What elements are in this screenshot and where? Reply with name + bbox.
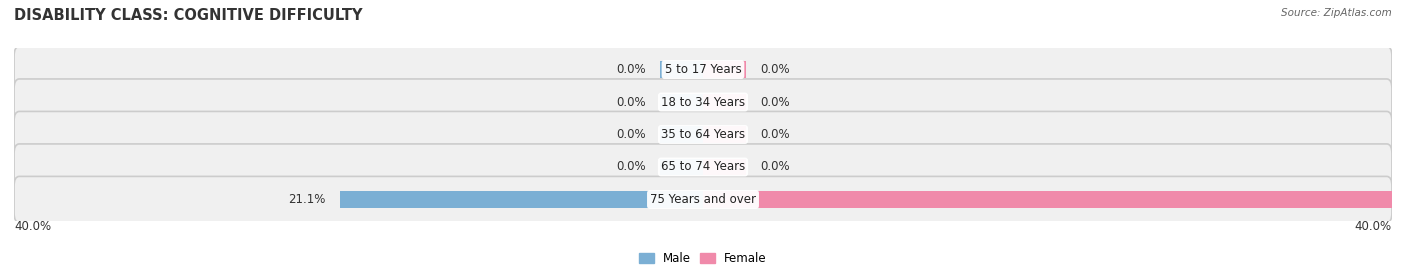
FancyBboxPatch shape (14, 111, 1392, 158)
Text: 0.0%: 0.0% (617, 128, 647, 141)
Text: 35 to 64 Years: 35 to 64 Years (661, 128, 745, 141)
Text: 0.0%: 0.0% (759, 128, 789, 141)
Bar (703, 61, 747, 78)
Text: 40.0%: 40.0% (14, 220, 51, 233)
Bar (703, 126, 747, 143)
Text: 65 to 74 Years: 65 to 74 Years (661, 161, 745, 174)
Bar (659, 61, 703, 78)
FancyBboxPatch shape (14, 79, 1392, 125)
Text: 40.0%: 40.0% (1355, 220, 1392, 233)
Text: 0.0%: 0.0% (759, 161, 789, 174)
Bar (703, 191, 1392, 208)
Text: 0.0%: 0.0% (759, 63, 789, 76)
Text: 0.0%: 0.0% (617, 95, 647, 108)
FancyBboxPatch shape (14, 47, 1392, 93)
Text: 18 to 34 Years: 18 to 34 Years (661, 95, 745, 108)
Bar (703, 94, 747, 111)
Bar (659, 126, 703, 143)
Text: 0.0%: 0.0% (617, 63, 647, 76)
Text: 0.0%: 0.0% (759, 95, 789, 108)
Text: 0.0%: 0.0% (617, 161, 647, 174)
FancyBboxPatch shape (14, 176, 1392, 222)
Text: Source: ZipAtlas.com: Source: ZipAtlas.com (1281, 8, 1392, 18)
Text: 5 to 17 Years: 5 to 17 Years (665, 63, 741, 76)
Text: 75 Years and over: 75 Years and over (650, 193, 756, 206)
Text: 21.1%: 21.1% (288, 193, 326, 206)
Bar (703, 158, 747, 175)
Bar (340, 191, 703, 208)
FancyBboxPatch shape (14, 144, 1392, 190)
Text: DISABILITY CLASS: COGNITIVE DIFFICULTY: DISABILITY CLASS: COGNITIVE DIFFICULTY (14, 8, 363, 23)
Bar (659, 158, 703, 175)
Bar (659, 94, 703, 111)
Legend: Male, Female: Male, Female (634, 247, 772, 269)
